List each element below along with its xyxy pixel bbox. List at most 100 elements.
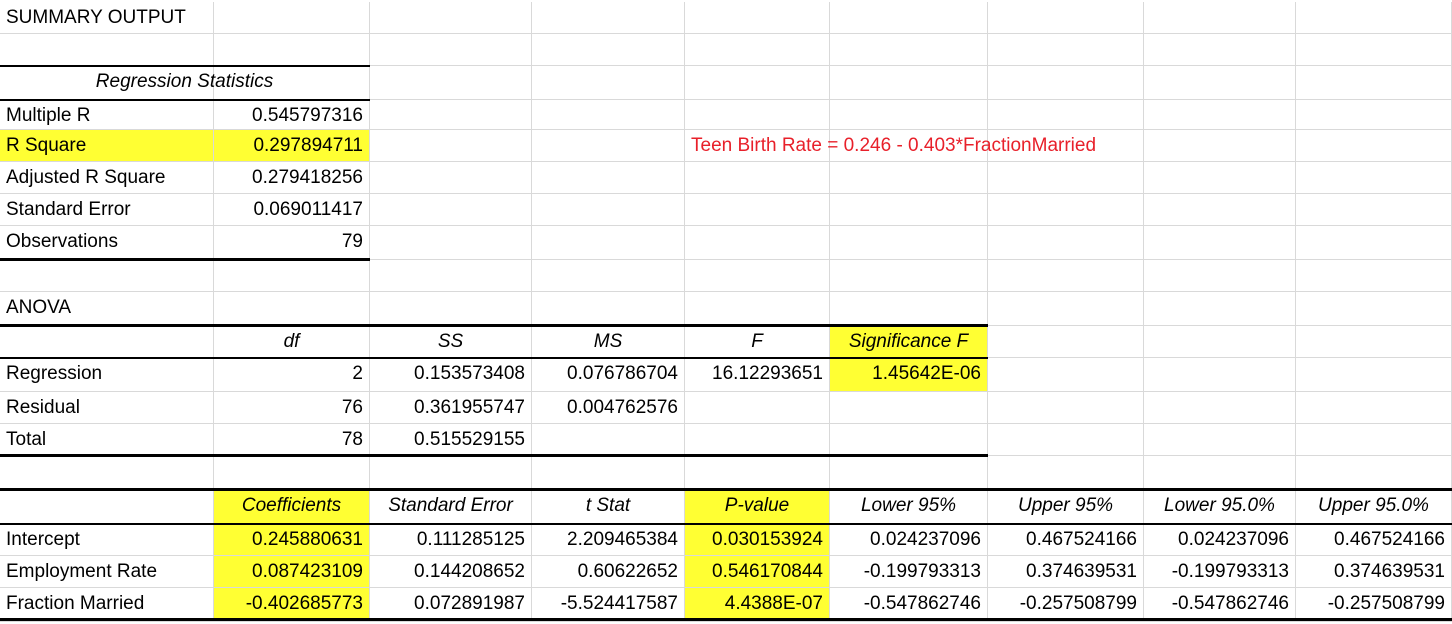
empty-cell[interactable]: [532, 456, 685, 490]
empty-cell[interactable]: [370, 130, 532, 162]
anova-header-2[interactable]: SS: [370, 326, 532, 358]
empty-cell[interactable]: [1296, 226, 1452, 260]
summary-title[interactable]: SUMMARY OUTPUT: [0, 2, 214, 34]
empty-cell[interactable]: [685, 100, 830, 130]
empty-cell[interactable]: [830, 66, 988, 100]
empty-cell[interactable]: [1296, 100, 1452, 130]
coef-fraction-married-col6[interactable]: -0.257508799: [988, 588, 1144, 622]
coef-employment-rate-col8[interactable]: 0.374639531: [1296, 556, 1452, 588]
observations-label[interactable]: Observations: [0, 226, 214, 260]
empty-cell[interactable]: [830, 260, 988, 292]
coef-fraction-married-col1[interactable]: -0.402685773: [214, 588, 370, 622]
empty-cell[interactable]: [988, 100, 1144, 130]
empty-cell[interactable]: [1144, 260, 1296, 292]
anova-total-col1[interactable]: 78: [214, 424, 370, 456]
empty-cell[interactable]: [370, 162, 532, 194]
coef-header-4[interactable]: P-value: [685, 490, 830, 524]
anova-residual-col5[interactable]: [830, 392, 988, 424]
anova-residual-col2[interactable]: 0.361955747: [370, 392, 532, 424]
empty-cell[interactable]: [370, 34, 532, 66]
empty-cell[interactable]: [988, 260, 1144, 292]
coef-intercept-col1[interactable]: 0.245880631: [214, 524, 370, 556]
empty-cell[interactable]: [685, 226, 830, 260]
anova-header-4[interactable]: F: [685, 326, 830, 358]
empty-cell[interactable]: [1144, 326, 1296, 358]
coef-employment-rate-col6[interactable]: 0.374639531: [988, 556, 1144, 588]
coef-fraction-married-col7[interactable]: -0.547862746: [1144, 588, 1296, 622]
coef-intercept-col8[interactable]: 0.467524166: [1296, 524, 1452, 556]
empty-cell[interactable]: [830, 162, 988, 194]
coef-intercept-col4[interactable]: 0.030153924: [685, 524, 830, 556]
empty-cell[interactable]: [830, 456, 988, 490]
empty-cell[interactable]: [214, 456, 370, 490]
empty-cell[interactable]: [370, 260, 532, 292]
multiple-r-value[interactable]: 0.545797316: [214, 100, 370, 130]
empty-cell[interactable]: [1296, 260, 1452, 292]
coef-intercept-col5[interactable]: 0.024237096: [830, 524, 988, 556]
multiple-r-label[interactable]: Multiple R: [0, 100, 214, 130]
empty-cell[interactable]: [1296, 2, 1452, 34]
coef-employment-rate-col7[interactable]: -0.199793313: [1144, 556, 1296, 588]
empty-cell[interactable]: [685, 456, 830, 490]
anova-header-3[interactable]: MS: [532, 326, 685, 358]
coef-employment-rate-col5[interactable]: -0.199793313: [830, 556, 988, 588]
empty-cell[interactable]: [988, 292, 1144, 326]
empty-cell[interactable]: [685, 162, 830, 194]
empty-cell[interactable]: [1296, 292, 1452, 326]
empty-cell[interactable]: [988, 358, 1144, 392]
empty-cell[interactable]: [1296, 424, 1452, 456]
empty-cell[interactable]: [0, 260, 214, 292]
empty-cell[interactable]: [830, 226, 988, 260]
coef-fraction-married-col2[interactable]: 0.072891987: [370, 588, 532, 622]
empty-cell[interactable]: [370, 100, 532, 130]
anova-residual-col4[interactable]: [685, 392, 830, 424]
coef-intercept-col2[interactable]: 0.111285125: [370, 524, 532, 556]
r-square-value[interactable]: 0.297894711: [214, 130, 370, 162]
anova-total-col3[interactable]: [532, 424, 685, 456]
coef-header-7[interactable]: Lower 95.0%: [1144, 490, 1296, 524]
anova-total-col5[interactable]: [830, 424, 988, 456]
empty-cell[interactable]: [214, 260, 370, 292]
empty-cell[interactable]: [988, 226, 1144, 260]
empty-cell[interactable]: [370, 456, 532, 490]
empty-cell[interactable]: [370, 194, 532, 226]
empty-cell[interactable]: [1296, 456, 1452, 490]
anova-regression-col1[interactable]: 2: [214, 358, 370, 392]
empty-cell[interactable]: [1296, 162, 1452, 194]
empty-cell[interactable]: [0, 326, 214, 358]
empty-cell[interactable]: [685, 2, 830, 34]
empty-cell[interactable]: [830, 194, 988, 226]
empty-cell[interactable]: [685, 194, 830, 226]
empty-cell[interactable]: [830, 2, 988, 34]
coef-fraction-married-col3[interactable]: -5.524417587: [532, 588, 685, 622]
coef-intercept-col0[interactable]: Intercept: [0, 524, 214, 556]
coef-header-8[interactable]: Upper 95.0%: [1296, 490, 1452, 524]
coef-employment-rate-col2[interactable]: 0.144208652: [370, 556, 532, 588]
coef-header-6[interactable]: Upper 95%: [988, 490, 1144, 524]
anova-residual-col0[interactable]: Residual: [0, 392, 214, 424]
empty-cell[interactable]: [988, 326, 1144, 358]
standard-error-value[interactable]: 0.069011417: [214, 194, 370, 226]
coef-intercept-col3[interactable]: 2.209465384: [532, 524, 685, 556]
empty-cell[interactable]: [685, 292, 830, 326]
coef-header-3[interactable]: t Stat: [532, 490, 685, 524]
empty-cell[interactable]: [988, 162, 1144, 194]
empty-cell[interactable]: [214, 34, 370, 66]
empty-cell[interactable]: [1296, 66, 1452, 100]
empty-cell[interactable]: [1144, 424, 1296, 456]
empty-cell[interactable]: [532, 226, 685, 260]
empty-cell[interactable]: [988, 194, 1144, 226]
empty-cell[interactable]: [988, 34, 1144, 66]
coef-header-1[interactable]: Coefficients: [214, 490, 370, 524]
empty-cell[interactable]: [1144, 194, 1296, 226]
coef-employment-rate-col4[interactable]: 0.546170844: [685, 556, 830, 588]
adjusted-r-square-label[interactable]: Adjusted R Square: [0, 162, 214, 194]
anova-header-5[interactable]: Significance F: [830, 326, 988, 358]
empty-cell[interactable]: [1144, 392, 1296, 424]
anova-total-col0[interactable]: Total: [0, 424, 214, 456]
empty-cell[interactable]: [370, 226, 532, 260]
empty-cell[interactable]: [988, 2, 1144, 34]
coef-intercept-col6[interactable]: 0.467524166: [988, 524, 1144, 556]
anova-regression-col3[interactable]: 0.076786704: [532, 358, 685, 392]
empty-cell[interactable]: [1296, 326, 1452, 358]
